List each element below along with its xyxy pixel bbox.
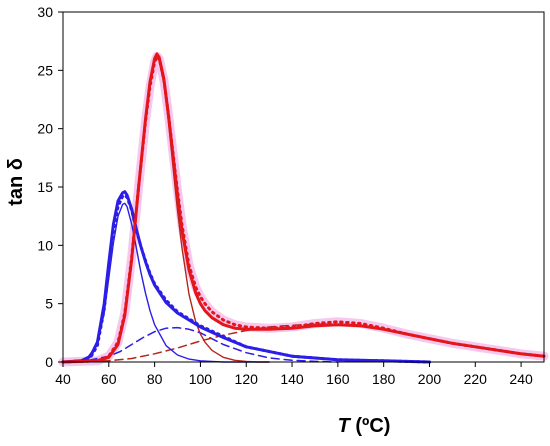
y-tick-label: 5 bbox=[45, 296, 53, 312]
x-tick-label: 240 bbox=[509, 371, 533, 387]
y-axis-ticks: 0 5 10 15 20 25 30 bbox=[37, 4, 63, 370]
y-tick-label: 15 bbox=[37, 179, 53, 195]
x-tick-label: 40 bbox=[55, 371, 71, 387]
series-line-blue-measured bbox=[61, 193, 431, 364]
series-line-red-fit bbox=[61, 52, 546, 364]
x-tick-label: 200 bbox=[418, 371, 442, 387]
x-axis-title-variable: T bbox=[338, 415, 352, 437]
series-line-red-measured bbox=[61, 54, 546, 364]
y-axis-title: tan δ bbox=[5, 158, 27, 206]
y-tick-label: 30 bbox=[37, 4, 53, 20]
x-tick-label: 180 bbox=[372, 371, 396, 387]
y-tick-label: 20 bbox=[37, 121, 53, 137]
x-tick-label: 80 bbox=[147, 371, 163, 387]
x-tick-label: 220 bbox=[464, 371, 488, 387]
x-tick-label: 100 bbox=[189, 371, 213, 387]
x-tick-label: 160 bbox=[326, 371, 350, 387]
x-axis-title-unit: (ºC) bbox=[350, 415, 391, 437]
y-tick-label: 0 bbox=[45, 354, 53, 370]
y-tick-label: 10 bbox=[37, 237, 53, 253]
x-tick-label: 140 bbox=[280, 371, 304, 387]
x-axis-title: T (ºC) bbox=[338, 415, 391, 437]
series-line-blue-peak2 bbox=[62, 326, 339, 363]
x-tick-label: 60 bbox=[101, 371, 117, 387]
y-tick-label: 25 bbox=[37, 62, 53, 78]
series-line-blue-peak1 bbox=[62, 202, 270, 363]
x-axis-ticks: 40 60 80 100 120 140 160 180 200 220 240 bbox=[55, 362, 533, 387]
x-tick-label: 120 bbox=[235, 371, 259, 387]
series-layer bbox=[58, 51, 549, 367]
